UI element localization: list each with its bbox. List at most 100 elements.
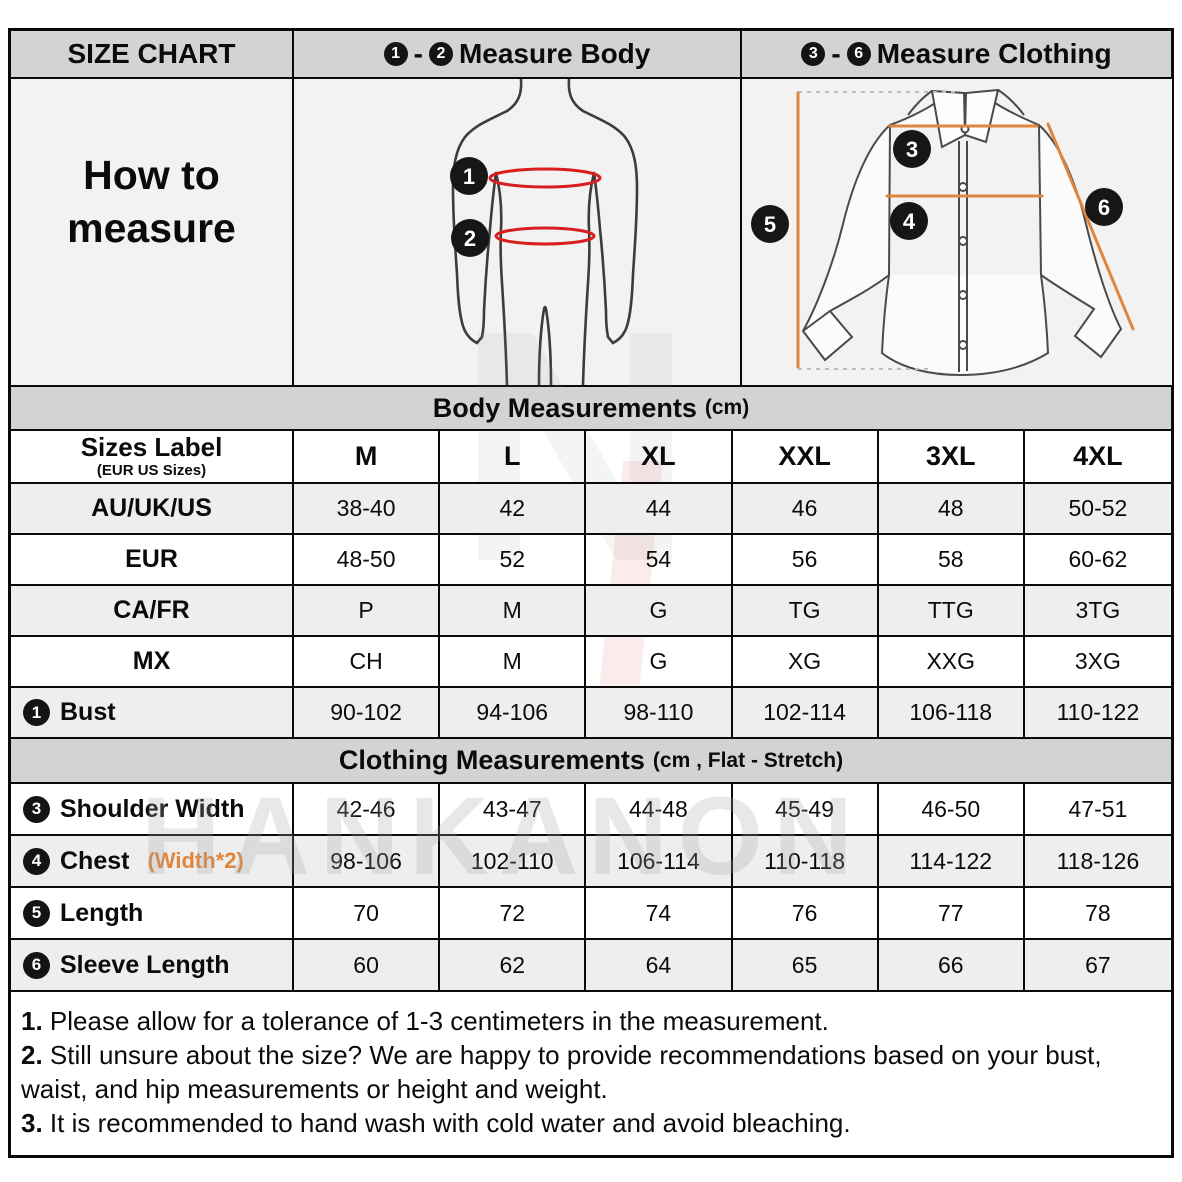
table-cell: 102-110 (440, 836, 587, 888)
table-cell: 50-52 (1024, 484, 1171, 535)
body-measurements-band: Body Measurements (cm) (11, 387, 1171, 431)
table-cell: XG (732, 637, 879, 688)
table-cell: 77 (878, 888, 1025, 940)
table-cell: 46-50 (878, 784, 1025, 836)
sleeve-measure-line (1046, 122, 1135, 331)
waist-measure-line (494, 226, 596, 246)
size-chart-label: SIZE CHART (67, 38, 236, 69)
body-marker-1-icon: 1 (450, 157, 488, 195)
body-measurements-title: Body Measurements (432, 392, 697, 423)
column-header-4xl: 4XL (1024, 431, 1171, 484)
table-cell: XXG (878, 637, 1025, 688)
note-2: 2. Still unsure about the size? We are h… (21, 1040, 1102, 1104)
table-row-chest: 4 Chest (Width*2) 98-106 102-110 106-114… (11, 836, 1171, 888)
shirt-marker-5-icon: 5 (751, 205, 789, 243)
table-cell: 42 (440, 484, 587, 535)
body-figure-cell: 1 2 (294, 79, 742, 387)
row-label-chest: 4 Chest (Width*2) (11, 836, 294, 888)
how-to-measure-text: How to measure (67, 151, 236, 251)
table-cell: 94-106 (440, 688, 587, 739)
chest-width-note: (Width*2) (147, 848, 244, 873)
row-label: MX (11, 637, 294, 688)
table-cell: 56 (732, 535, 879, 586)
how-to-measure-cell: How to measure (11, 79, 294, 387)
body-measurements-unit: (cm) (704, 396, 750, 419)
table-cell: 66 (878, 940, 1025, 992)
svg-text:4: 4 (903, 209, 916, 234)
size-chart-sheet: N HANKANON SIZE CHART 1-2 Measure Body 3… (8, 28, 1174, 1158)
row-label: EUR (11, 535, 294, 586)
table-cell: 62 (440, 940, 587, 992)
table-cell: 60 (294, 940, 441, 992)
table-cell: 38-40 (294, 484, 441, 535)
column-header-xl: XL (586, 431, 733, 484)
table-cell: 110-122 (1024, 688, 1171, 739)
circled-2-icon: 2 (428, 42, 453, 66)
table-cell: 3TG (1024, 586, 1171, 637)
clothing-measurements-unit: (cm , Flat - Stretch) (652, 748, 844, 772)
table-row-ca-fr: CA/FR P M G TG TTG 3TG (11, 586, 1171, 637)
table-row-eur: EUR 48-50 52 54 56 58 60-62 (11, 535, 1171, 586)
table-cell: TTG (878, 586, 1025, 637)
table-cell: 47-51 (1024, 784, 1171, 836)
table-cell: 78 (1024, 888, 1171, 940)
table-cell: 44-48 (586, 784, 733, 836)
table-cell: P (294, 586, 441, 637)
table-cell: 48 (878, 484, 1025, 535)
shirt-marker-6-icon: 6 (1085, 188, 1123, 226)
table-cell: 106-114 (586, 836, 733, 888)
table-cell: 52 (440, 535, 587, 586)
measure-body-header: 1-2 Measure Body (294, 31, 742, 79)
svg-text:6: 6 (1098, 195, 1110, 220)
title-row: SIZE CHART 1-2 Measure Body 3-6 Measure … (11, 31, 1171, 79)
illustration-row: How to measure (11, 79, 1172, 387)
table-cell: M (440, 586, 587, 637)
shirt-figure-cell: 3 4 5 6 (742, 79, 1172, 387)
table-cell: CH (294, 637, 441, 688)
table-row-bust: 1 Bust 90-102 94-106 98-110 102-114 106-… (11, 688, 1171, 739)
measure-body-label: Measure Body (458, 38, 651, 69)
circled-5-icon: 5 (23, 899, 50, 927)
row-label-bust: 1 Bust (11, 688, 294, 739)
table-cell: TG (732, 586, 879, 637)
table-cell: 110-118 (732, 836, 879, 888)
circled-3-icon: 3 (23, 795, 50, 823)
table-cell: 46 (732, 484, 879, 535)
table-cell: 76 (732, 888, 879, 940)
table-row-sleeve-length: 6 Sleeve Length 60 62 64 65 66 67 (11, 940, 1171, 992)
table-cell: 48-50 (294, 535, 441, 586)
table-row-au-uk-us: AU/UK/US 38-40 42 44 46 48 50-52 (11, 484, 1171, 535)
shirt-marker-4-icon: 4 (890, 202, 928, 240)
row-label-length: 5 Length (11, 888, 294, 940)
table-cell: 102-114 (732, 688, 879, 739)
svg-text:1: 1 (463, 164, 475, 189)
body-marker-2-icon: 2 (451, 219, 489, 257)
circled-6-icon: 6 (23, 951, 50, 979)
table-cell: 70 (294, 888, 441, 940)
table-cell: 98-106 (294, 836, 441, 888)
table-cell: 114-122 (878, 836, 1025, 888)
clothing-measurements-band: Clothing Measurements (cm , Flat - Stret… (11, 739, 1171, 784)
shirt-marker-3-icon: 3 (893, 130, 931, 168)
row-label-shoulder-width: 3 Shoulder Width (11, 784, 294, 836)
column-header-3xl: 3XL (878, 431, 1025, 484)
svg-text:5: 5 (764, 212, 776, 237)
circled-1-icon: 1 (23, 699, 50, 726)
table-cell: 98-110 (586, 688, 733, 739)
note-3: 3. It is recommended to hand wash with c… (21, 1108, 851, 1138)
body-table-header-row: Sizes Label (EUR US Sizes) M L XL XXL 3X… (11, 431, 1171, 484)
note-1: 1. Please allow for a tolerance of 1-3 c… (21, 1006, 829, 1036)
table-cell: 3XG (1024, 637, 1171, 688)
table-cell: G (586, 586, 733, 637)
bust-measure-line (488, 167, 602, 189)
table-cell: 43-47 (440, 784, 587, 836)
sizes-label-header: Sizes Label (EUR US Sizes) (11, 431, 294, 484)
table-cell: 74 (586, 888, 733, 940)
column-header-m: M (294, 431, 441, 484)
table-cell: 58 (878, 535, 1025, 586)
body-figure-illustration: 1 2 (450, 79, 639, 385)
svg-text:3: 3 (906, 137, 918, 162)
table-cell: 118-126 (1024, 836, 1171, 888)
table-cell: 60-62 (1024, 535, 1171, 586)
